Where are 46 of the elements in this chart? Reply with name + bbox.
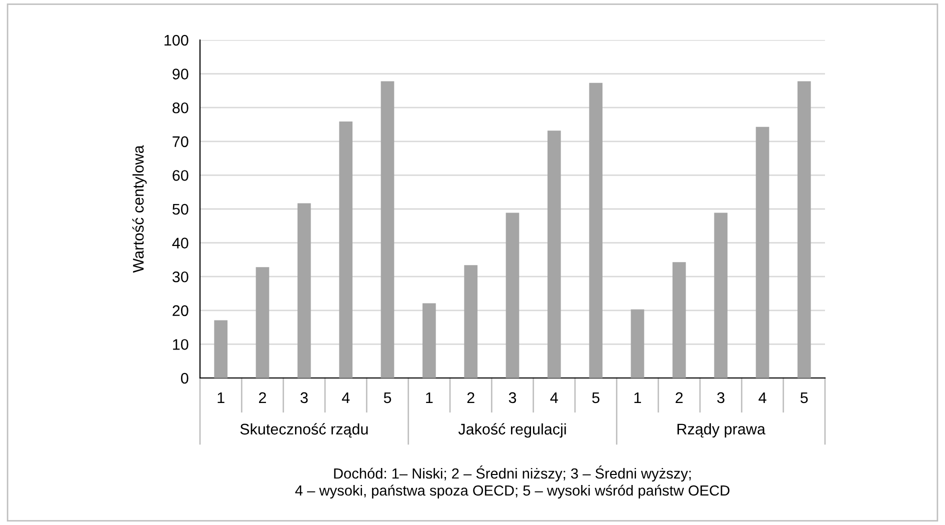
x-tick-label: 2 xyxy=(676,392,683,403)
bar xyxy=(380,81,394,378)
bar xyxy=(714,212,728,378)
bar xyxy=(630,309,644,378)
x-tick-label: 1 xyxy=(426,392,433,403)
x-tick-label: 2 xyxy=(467,392,474,403)
x-tick-label: 3 xyxy=(300,392,308,404)
bar xyxy=(589,82,602,378)
text: Rządy prawa xyxy=(678,423,766,438)
y-tick-label: 20 xyxy=(172,305,188,316)
x-tick-label: 5 xyxy=(384,392,392,404)
y-axis-title: Wartość centylowa xyxy=(132,145,147,273)
bar xyxy=(256,267,270,378)
x-tick-label: 5 xyxy=(592,392,600,404)
y-tick-label: 10 xyxy=(173,339,188,350)
x-tick-label: 4 xyxy=(342,392,350,403)
x-tick-label: 2 xyxy=(259,392,266,403)
x-tick-label: 4 xyxy=(758,392,766,403)
y-tick-label: 70 xyxy=(172,136,188,148)
x-tick-label: 3 xyxy=(508,392,516,404)
x-tick-label: 1 xyxy=(218,392,224,403)
bar xyxy=(672,262,686,378)
bar xyxy=(214,320,228,378)
x-tick-label: 4 xyxy=(550,392,558,403)
y-tick-label: 40 xyxy=(172,238,188,248)
text: Jakość regulacji xyxy=(458,423,566,438)
y-tick-label: 100 xyxy=(164,34,188,46)
y-tick-label: 90 xyxy=(172,68,188,80)
y-tick-label: 0 xyxy=(180,372,188,384)
bar xyxy=(464,265,478,378)
y-tick-label: 60 xyxy=(172,170,188,181)
x-tick-label: 1 xyxy=(634,392,642,403)
bar xyxy=(422,303,436,378)
x-tick-label: 5 xyxy=(800,392,808,404)
text: Skuteczność rządu xyxy=(240,423,368,438)
bar xyxy=(298,203,311,378)
y-tick-label: 80 xyxy=(172,102,188,114)
bar xyxy=(339,121,352,378)
y-tick-label: 30 xyxy=(172,271,188,282)
text: Dochód: 1– Niski; 2 – Średni niższy; 3 – Średni wyższy; 4 – wysoki, państwa spoza OECD; 5 – wysoki wśród państw OECD xyxy=(295,465,730,499)
x-tick-label: 3 xyxy=(717,392,724,404)
bar xyxy=(548,130,561,378)
bar xyxy=(756,126,770,378)
bar xyxy=(506,212,520,378)
bar xyxy=(798,81,811,378)
y-tick-label: 50 xyxy=(172,204,188,215)
